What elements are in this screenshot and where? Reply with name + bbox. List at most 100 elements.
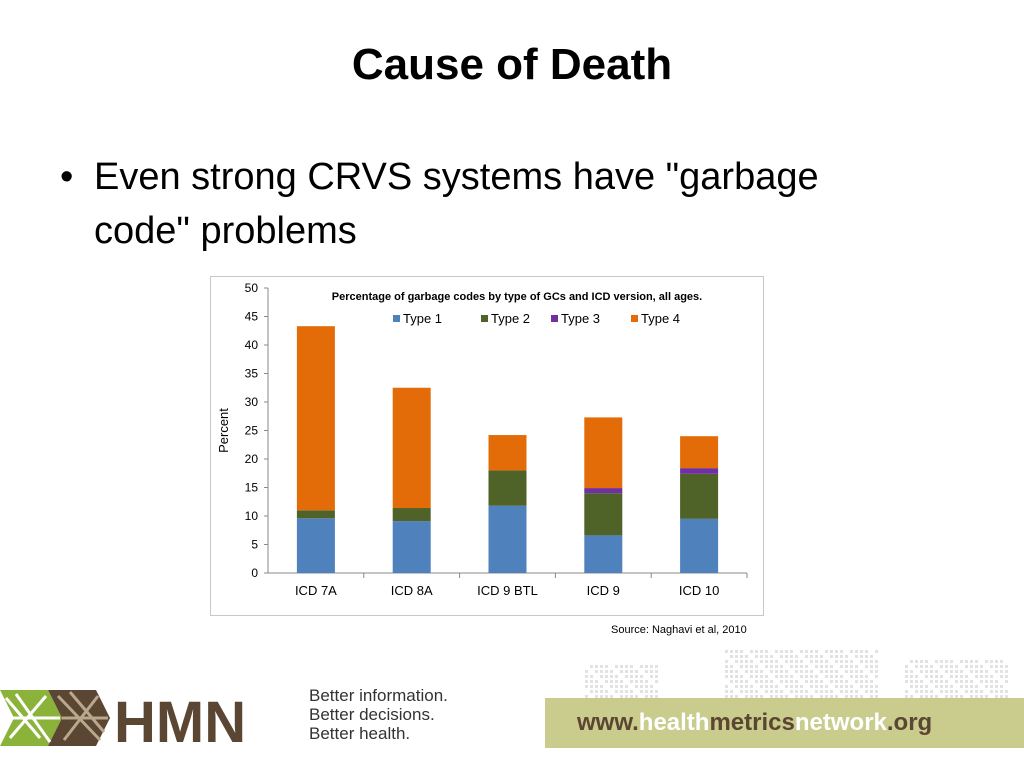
map-dot (935, 680, 938, 683)
map-dot (725, 665, 728, 668)
map-dot (800, 690, 803, 693)
map-dot (875, 695, 878, 698)
map-dot (845, 670, 848, 673)
map-dot (980, 690, 983, 693)
map-dot (790, 685, 793, 688)
map-dot (770, 695, 773, 698)
y-tick-label: 45 (245, 310, 259, 324)
map-dot (760, 650, 763, 653)
map-dot (915, 665, 918, 668)
map-dot (925, 685, 928, 688)
map-dot (815, 685, 818, 688)
map-dot (645, 680, 648, 683)
map-dot (855, 650, 858, 653)
tagline: Better information. Better decisions. Be… (309, 686, 448, 743)
map-dot (870, 665, 873, 668)
map-dot (965, 660, 968, 663)
map-dot (735, 695, 738, 698)
map-dot (830, 670, 833, 673)
map-dot (805, 690, 808, 693)
bar-segment-type-2 (296, 510, 335, 519)
map-dot (775, 685, 778, 688)
map-dot (925, 670, 928, 673)
map-dot (1005, 690, 1008, 693)
map-dot (780, 680, 783, 683)
map-dot (980, 670, 983, 673)
globe-icon (0, 690, 110, 746)
map-dot (955, 680, 958, 683)
map-dot (965, 685, 968, 688)
map-dot (860, 670, 863, 673)
map-dot (950, 670, 953, 673)
map-dot (940, 690, 943, 693)
map-dot (620, 665, 623, 668)
map-dot (765, 680, 768, 683)
map-dot (770, 690, 773, 693)
map-dot (940, 675, 943, 678)
map-dot (645, 690, 648, 693)
map-dot (930, 670, 933, 673)
map-dot (865, 660, 868, 663)
map-dot (635, 670, 638, 673)
map-dot (630, 670, 633, 673)
map-dot (850, 685, 853, 688)
map-dot (860, 675, 863, 678)
website-url[interactable]: www.healthmetricsnetwork.org (577, 709, 932, 737)
map-dot (805, 665, 808, 668)
map-dot (840, 690, 843, 693)
y-tick-label: 35 (245, 367, 259, 381)
map-dot (835, 675, 838, 678)
map-dot (740, 675, 743, 678)
map-dot (755, 650, 758, 653)
chart-frame: 0 5 10 15 20 25 30 35 40 45 50 Percent ICD 7A ICD 8A I… (210, 276, 764, 616)
map-dot (780, 690, 783, 693)
bar-segment-type-4 (584, 417, 623, 489)
map-dot (920, 695, 923, 698)
x-tick-label: ICD 7A (295, 583, 337, 598)
map-dot (655, 690, 658, 693)
map-dot (860, 685, 863, 688)
map-dot (870, 655, 873, 658)
url-part-metrics: metrics (709, 709, 795, 736)
bar-segment-type-4 (488, 435, 527, 471)
map-dot (985, 680, 988, 683)
map-dot (785, 660, 788, 663)
x-tick-label: ICD 9 (587, 583, 620, 598)
map-dot (740, 650, 743, 653)
map-dot (825, 660, 828, 663)
map-dot (725, 695, 728, 698)
map-dot (795, 680, 798, 683)
map-dot (975, 670, 978, 673)
map-dot (940, 660, 943, 663)
map-dot (775, 695, 778, 698)
map-dot (780, 670, 783, 673)
map-dot (585, 695, 588, 698)
map-dot (835, 670, 838, 673)
legend-label: Type 3 (561, 311, 600, 326)
map-dot (940, 680, 943, 683)
map-dot (980, 695, 983, 698)
map-dot (625, 675, 628, 678)
map-dot (960, 685, 963, 688)
map-dot (595, 670, 598, 673)
map-dot (625, 665, 628, 668)
map-dot (755, 680, 758, 683)
map-dot (765, 690, 768, 693)
source-note: Source: Naghavi et al, 2010 (611, 624, 747, 636)
map-dot (870, 690, 873, 693)
bar-segment-type-4 (680, 436, 719, 469)
map-dot (605, 670, 608, 673)
map-dot (910, 695, 913, 698)
map-dot (875, 675, 878, 678)
tagline-line-3: Better health. (309, 724, 411, 743)
map-dot (810, 680, 813, 683)
map-dot (735, 680, 738, 683)
map-dot (995, 670, 998, 673)
url-part-network: network (794, 709, 887, 736)
map-dot (950, 695, 953, 698)
bar-segment-type-2 (680, 473, 719, 519)
map-dot (835, 660, 838, 663)
map-dot (755, 670, 758, 673)
map-dot (785, 695, 788, 698)
map-dot (990, 690, 993, 693)
